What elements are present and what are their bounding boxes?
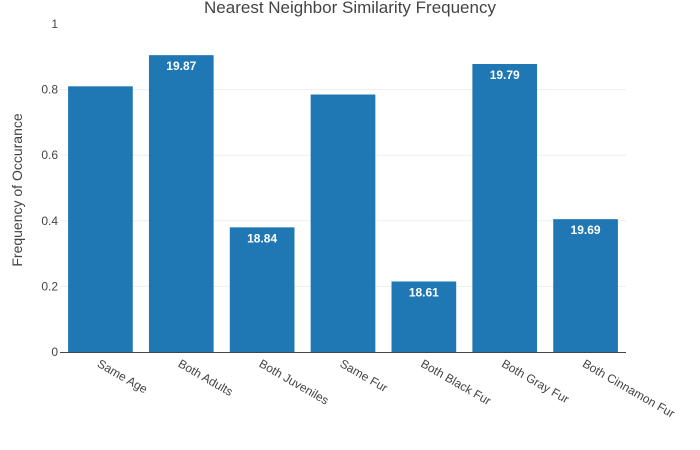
bar-data-label: 18.61 <box>409 285 439 299</box>
bar-data-label: 19.87 <box>166 59 196 73</box>
x-tick-label: Both Cinnamon Fur <box>580 356 677 420</box>
bar <box>310 94 376 353</box>
y-tick-label: 0.8 <box>41 83 58 97</box>
bar-data-label: 18.84 <box>247 231 277 245</box>
y-tick-label: 0.4 <box>41 214 58 228</box>
y-tick-label: 1 <box>51 17 58 31</box>
data-labels: 19.87 18.84 18.61 19.79 19.69 <box>166 59 601 299</box>
x-tick-label: Same Fur <box>338 356 391 394</box>
x-tick-label: Same Age <box>95 356 150 396</box>
bar <box>229 227 295 352</box>
bar <box>553 219 618 352</box>
bar <box>68 86 133 352</box>
x-tick-label: Both Gray Fur <box>499 356 571 406</box>
x-tick-label: Both Adults <box>176 356 236 398</box>
y-axis-label: Frequency of Occurance <box>9 113 25 267</box>
y-axis-ticks: 0 0.2 0.4 0.6 0.8 1 <box>41 17 58 359</box>
bar-data-label: 19.69 <box>571 223 601 237</box>
chart-title: Nearest Neighbor Similarity Frequency <box>204 0 496 17</box>
x-axis-ticks: Same Age Both Adults Both Juveniles Same Fu… <box>95 356 677 420</box>
bar <box>472 64 538 353</box>
bars <box>68 55 618 353</box>
bar-data-label: 19.79 <box>490 68 520 82</box>
bar <box>148 55 214 352</box>
bar <box>391 281 457 352</box>
x-tick-label: Both Juveniles <box>257 356 332 407</box>
y-tick-label: 0.2 <box>41 279 58 293</box>
y-tick-label: 0 <box>51 345 58 359</box>
x-tick-label: Both Black Fur <box>418 356 493 407</box>
y-tick-label: 0.6 <box>41 148 58 162</box>
